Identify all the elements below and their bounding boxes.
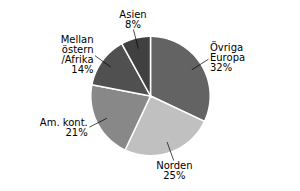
svg-text:Asien8%: Asien8%	[119, 9, 146, 30]
svg-text:Norden25%: Norden25%	[156, 160, 192, 181]
svg-text:Mellanöstern/Afrika14%: Mellanöstern/Afrika14%	[61, 34, 94, 75]
svg-text:ÖvrigaEuropa32%: ÖvrigaEuropa32%	[210, 41, 245, 73]
svg-text:Am. kont.21%: Am. kont.21%	[40, 117, 88, 138]
